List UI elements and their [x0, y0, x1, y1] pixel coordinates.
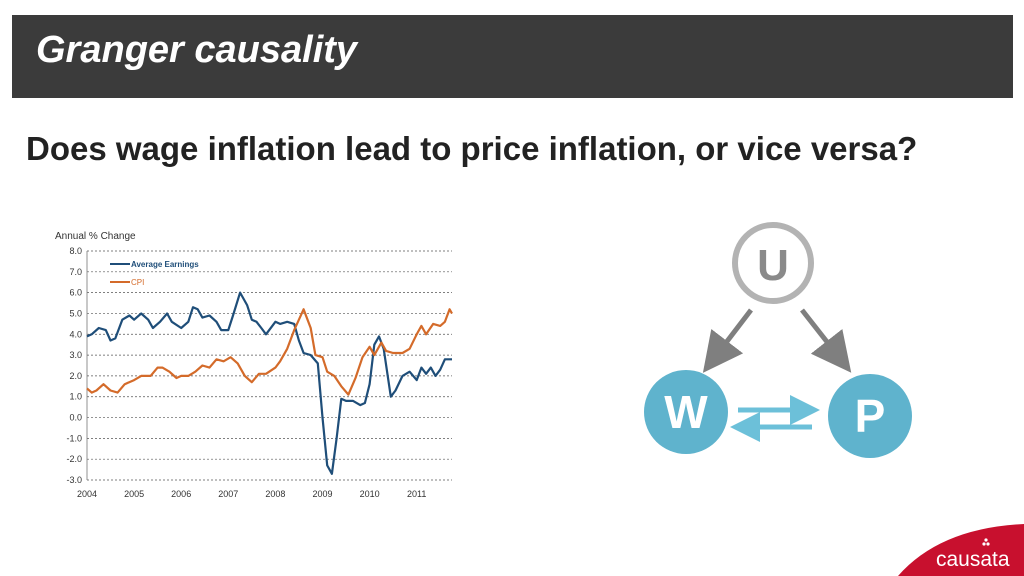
logo-swoosh	[898, 524, 1024, 576]
y-tick-label: 4.0	[69, 329, 82, 339]
series-line-cpi	[86, 308, 453, 396]
x-tick-label: 2011	[407, 489, 426, 499]
y-tick-label: 0.0	[69, 413, 82, 423]
title-bar: Granger causality	[12, 15, 1013, 98]
legend-label-average-earnings: Average Earnings	[131, 260, 199, 269]
x-tick-label: 2010	[360, 489, 380, 499]
y-tick-label: 3.0	[69, 350, 82, 360]
node-u-label: U	[757, 241, 789, 290]
node-p	[828, 374, 912, 458]
arrow-u-to-w	[702, 308, 753, 373]
y-tick-label: 5.0	[69, 308, 82, 318]
y-tick-label: 8.0	[69, 246, 82, 256]
logo-dot	[982, 542, 986, 546]
y-tick-label: 2.0	[69, 371, 82, 381]
x-tick-label: 2006	[171, 489, 191, 499]
line-chart: Annual % Change 8.0 7.0 6.0 5.0 4.0 3.0 2.0 1.0…	[55, 231, 453, 499]
node-u	[732, 222, 814, 304]
y-tick-label: 6.0	[69, 288, 82, 298]
logo-text: causata	[936, 548, 1010, 571]
legend: Average Earnings CPI	[110, 260, 199, 287]
node-w	[644, 370, 728, 454]
node-w-label: W	[664, 386, 708, 438]
series-lines	[86, 291, 453, 475]
y-tick-label: 7.0	[69, 267, 82, 277]
slide-question: Does wage inflation lead to price inflat…	[26, 130, 918, 167]
logo-dot	[986, 542, 990, 546]
x-tick-label: 2009	[312, 489, 332, 499]
causal-diagram: U W P	[644, 222, 912, 458]
series-line-average-earnings	[86, 291, 452, 475]
x-tick-label: 2007	[218, 489, 238, 499]
x-tick-label: 2005	[124, 489, 144, 499]
x-tick-label: 2008	[265, 489, 285, 499]
x-axis-ticks: 2004 2005 2006 2007 2008 2009 2010 2011	[77, 489, 426, 499]
y-tick-label: 1.0	[69, 392, 82, 402]
slide-title: Granger causality	[36, 29, 358, 71]
y-tick-label: -3.0	[66, 475, 82, 485]
causata-logo: causata	[898, 524, 1024, 576]
x-tick-label: 2004	[77, 489, 97, 499]
node-p-label: P	[855, 390, 886, 442]
y-tick-label: -1.0	[66, 433, 82, 443]
legend-label-cpi: CPI	[131, 278, 144, 287]
y-axis-label: Annual % Change	[55, 231, 136, 242]
y-axis-ticks: 8.0 7.0 6.0 5.0 4.0 3.0 2.0 1.0 0.0 -1.0 -2.0 -3.0	[66, 246, 82, 485]
arrow-u-to-p	[800, 308, 852, 373]
y-tick-label: -2.0	[66, 454, 82, 464]
logo-dot	[984, 538, 988, 542]
